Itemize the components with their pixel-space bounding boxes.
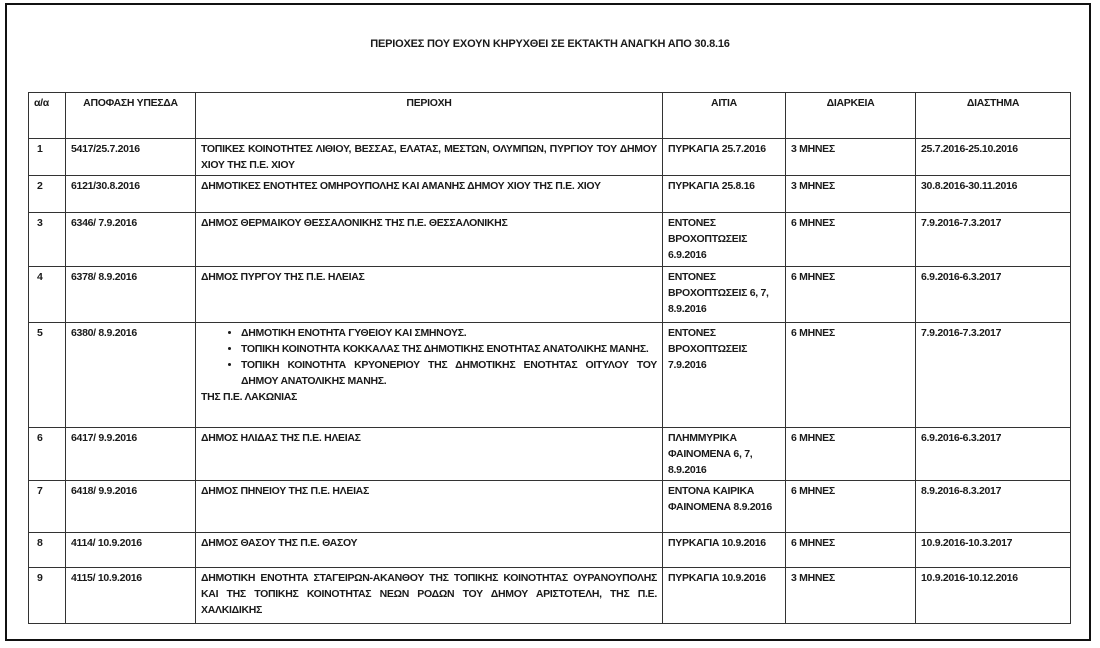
decision-cell: 6417/ 9.9.2016 <box>65 427 196 481</box>
header-aa: α/α <box>28 92 66 139</box>
area-list-item: ΤΟΠΙΚΗ ΚΟΙΝΟΤΗΤΑ ΚΟΚΚΑΛΑΣ ΤΗΣ ΔΗΜΟΤΙΚΗΣ … <box>241 341 657 357</box>
table-header-row: α/α ΑΠΟΦΑΣΗ ΥΠΕΣΔΑ ΠΕΡΙΟΧΗ ΑΙΤΙΑ ΔΙΑΡΚΕΙ… <box>28 92 1071 139</box>
area-cell: ΔΗΜΟΤΙΚΕΣ ΕΝΟΤΗΤΕΣ ΟΜΗΡΟΥΠΟΛΗΣ ΚΑΙ ΑΜΑΝΗ… <box>195 175 663 213</box>
row-number: 9 <box>28 567 66 624</box>
area-cell: ΔΗΜΟΤΙΚΗ ΕΝΟΤΗΤΑ ΓΥΘΕΙΟΥ ΚΑΙ ΣΜΗΝΟΥΣ.ΤΟΠ… <box>195 322 663 428</box>
header-area: ΠΕΡΙΟΧΗ <box>195 92 663 139</box>
cause-cell: ΠΥΡΚΑΓΙΑ 25.7.2016 <box>662 138 786 176</box>
document-title: ΠΕΡΙΟΧΕΣ ΠΟΥ ΕΧΟΥΝ ΚΗΡΥΧΘΕΙ ΣΕ ΕΚΤΑΚΤΗ Α… <box>370 38 730 50</box>
decision-cell: 4114/ 10.9.2016 <box>65 532 196 568</box>
header-period: ΔΙΑΣΤΗΜΑ <box>915 92 1071 139</box>
cause-cell: ΕΝΤΟΝΑ ΚΑΙΡΙΚΑ ΦΑΙΝΟΜΕΝΑ 8.9.2016 <box>662 480 786 533</box>
period-cell: 10.9.2016-10.3.2017 <box>915 532 1071 568</box>
decision-cell: 6418/ 9.9.2016 <box>65 480 196 533</box>
row-number: 6 <box>28 427 66 481</box>
period-cell: 7.9.2016-7.3.2017 <box>915 212 1071 267</box>
emergency-areas-table: α/α ΑΠΟΦΑΣΗ ΥΠΕΣΔΑ ΠΕΡΙΟΧΗ ΑΙΤΙΑ ΔΙΑΡΚΕΙ… <box>28 92 1071 624</box>
period-cell: 6.9.2016-6.3.2017 <box>915 427 1071 481</box>
period-cell: 8.9.2016-8.3.2017 <box>915 480 1071 533</box>
duration-cell: 6 ΜΗΝΕΣ <box>785 427 916 481</box>
area-cell: ΔΗΜΟΣ ΘΑΣΟΥ ΤΗΣ Π.Ε. ΘΑΣΟΥ <box>195 532 663 568</box>
duration-cell: 6 ΜΗΝΕΣ <box>785 532 916 568</box>
area-cell: ΔΗΜΟΣ ΠΥΡΓΟΥ ΤΗΣ Π.Ε. ΗΛΕΙΑΣ <box>195 266 663 323</box>
duration-cell: 3 ΜΗΝΕΣ <box>785 567 916 624</box>
period-cell: 6.9.2016-6.3.2017 <box>915 266 1071 323</box>
area-list-item: ΔΗΜΟΤΙΚΗ ΕΝΟΤΗΤΑ ΓΥΘΕΙΟΥ ΚΑΙ ΣΜΗΝΟΥΣ. <box>241 325 657 341</box>
cause-cell: ΠΥΡΚΑΓΙΑ 25.8.16 <box>662 175 786 213</box>
area-cell: ΔΗΜΟΤΙΚΗ ΕΝΟΤΗΤΑ ΣΤΑΓΕΙΡΩΝ-ΑΚΑΝΘΟΥ ΤΗΣ Τ… <box>195 567 663 624</box>
table-row: 9 4115/ 10.9.2016 ΔΗΜΟΤΙΚΗ ΕΝΟΤΗΤΑ ΣΤΑΓΕΙΡ… <box>28 567 1071 624</box>
period-cell: 30.8.2016-30.11.2016 <box>915 175 1071 213</box>
row-number: 2 <box>28 175 66 213</box>
decision-cell: 5417/25.7.2016 <box>65 138 196 176</box>
table-row: 6 6417/ 9.9.2016 ΔΗΜΟΣ ΗΛΙΔΑΣ ΤΗΣ Π.Ε. ΗΛΕ… <box>28 427 1071 481</box>
decision-cell: 6378/ 8.9.2016 <box>65 266 196 323</box>
row-number: 8 <box>28 532 66 568</box>
table-row: 7 6418/ 9.9.2016 ΔΗΜΟΣ ΠΗΝΕΙΟΥ ΤΗΣ Π.Ε. ΗΛ… <box>28 480 1071 533</box>
duration-cell: 3 ΜΗΝΕΣ <box>785 175 916 213</box>
duration-cell: 6 ΜΗΝΕΣ <box>785 480 916 533</box>
duration-cell: 3 ΜΗΝΕΣ <box>785 138 916 176</box>
cause-cell: ΕΝΤΟΝΕΣ ΒΡΟΧΟΠΤΩΣΕΙΣ 6, 7, 8.9.2016 <box>662 266 786 323</box>
row-number: 1 <box>28 138 66 176</box>
period-cell: 7.9.2016-7.3.2017 <box>915 322 1071 428</box>
duration-cell: 6 ΜΗΝΕΣ <box>785 212 916 267</box>
document-frame <box>5 3 1091 641</box>
area-cell: ΔΗΜΟΣ ΠΗΝΕΙΟΥ ΤΗΣ Π.Ε. ΗΛΕΙΑΣ <box>195 480 663 533</box>
row-number: 7 <box>28 480 66 533</box>
cause-cell: ΕΝΤΟΝΕΣ ΒΡΟΧΟΠΤΩΣΕΙΣ 7.9.2016 <box>662 322 786 428</box>
area-cell: ΔΗΜΟΣ ΗΛΙΔΑΣ ΤΗΣ Π.Ε. ΗΛΕΙΑΣ <box>195 427 663 481</box>
decision-cell: 4115/ 10.9.2016 <box>65 567 196 624</box>
duration-cell: 6 ΜΗΝΕΣ <box>785 322 916 428</box>
area-list-item: ΤΟΠΙΚΗ ΚΟΙΝΟΤΗΤΑ ΚΡΥΟΝΕΡΙΟΥ ΤΗΣ ΔΗΜΟΤΙΚΗ… <box>241 357 657 389</box>
header-cause: ΑΙΤΙΑ <box>662 92 786 139</box>
period-cell: 10.9.2016-10.12.2016 <box>915 567 1071 624</box>
cause-cell: ΕΝΤΟΝΕΣ ΒΡΟΧΟΠΤΩΣΕΙΣ 6.9.2016 <box>662 212 786 267</box>
table-row: 1 5417/25.7.2016 ΤΟΠΙΚΕΣ ΚΟΙΝΟΤΗΤΕΣ ΛΙΘΙΟΥ… <box>28 138 1071 176</box>
decision-cell: 6121/30.8.2016 <box>65 175 196 213</box>
area-list: ΔΗΜΟΤΙΚΗ ΕΝΟΤΗΤΑ ΓΥΘΕΙΟΥ ΚΑΙ ΣΜΗΝΟΥΣ.ΤΟΠ… <box>201 325 657 389</box>
header-decision: ΑΠΟΦΑΣΗ ΥΠΕΣΔΑ <box>65 92 196 139</box>
decision-cell: 6380/ 8.9.2016 <box>65 322 196 428</box>
cause-cell: ΠΛΗΜΜΥΡΙΚΑ ΦΑΙΝΟΜΕΝΑ 6, 7, 8.9.2016 <box>662 427 786 481</box>
table-row: 3 6346/ 7.9.2016 ΔΗΜΟΣ ΘΕΡΜΑΙΚΟΥ ΘΕΣΣΑΛΟΝΙ… <box>28 212 1071 267</box>
area-cell: ΤΟΠΙΚΕΣ ΚΟΙΝΟΤΗΤΕΣ ΛΙΘΙΟΥ, ΒΕΣΣΑΣ, ΕΛΑΤΑ… <box>195 138 663 176</box>
decision-cell: 6346/ 7.9.2016 <box>65 212 196 267</box>
header-duration: ΔΙΑΡΚΕΙΑ <box>785 92 916 139</box>
area-cell: ΔΗΜΟΣ ΘΕΡΜΑΙΚΟΥ ΘΕΣΣΑΛΟΝΙΚΗΣ ΤΗΣ Π.Ε. ΘΕ… <box>195 212 663 267</box>
row-number: 5 <box>28 322 66 428</box>
area-suffix: ΤΗΣ Π.Ε. ΛΑΚΩΝΙΑΣ <box>201 391 298 403</box>
table-row: 4 6378/ 8.9.2016 ΔΗΜΟΣ ΠΥΡΓΟΥ ΤΗΣ Π.Ε. ΗΛΕ… <box>28 266 1071 323</box>
table-row: 8 4114/ 10.9.2016 ΔΗΜΟΣ ΘΑΣΟΥ ΤΗΣ Π.Ε. ΘΑΣ… <box>28 532 1071 568</box>
period-cell: 25.7.2016-25.10.2016 <box>915 138 1071 176</box>
cause-cell: ΠΥΡΚΑΓΙΑ 10.9.2016 <box>662 532 786 568</box>
duration-cell: 6 ΜΗΝΕΣ <box>785 266 916 323</box>
cause-cell: ΠΥΡΚΑΓΙΑ 10.9.2016 <box>662 567 786 624</box>
row-number: 3 <box>28 212 66 267</box>
row-number: 4 <box>28 266 66 323</box>
table-row: 2 6121/30.8.2016 ΔΗΜΟΤΙΚΕΣ ΕΝΟΤΗΤΕΣ ΟΜΗΡΟΥ… <box>28 175 1071 213</box>
